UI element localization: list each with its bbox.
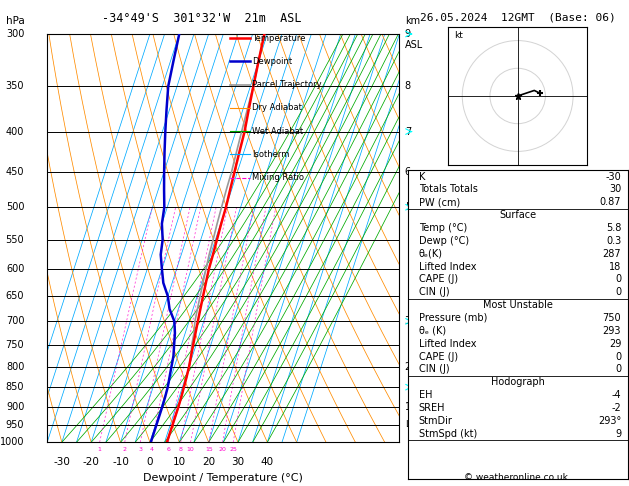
Text: Surface: Surface — [499, 210, 537, 220]
Text: 0: 0 — [147, 456, 153, 467]
Text: Temp (°C): Temp (°C) — [419, 223, 467, 233]
Text: StmSpd (kt): StmSpd (kt) — [419, 429, 477, 439]
Text: 7: 7 — [404, 126, 411, 137]
Text: SREH: SREH — [419, 403, 445, 413]
Text: 8: 8 — [179, 447, 182, 452]
Text: 26.05.2024  12GMT  (Base: 06): 26.05.2024 12GMT (Base: 06) — [420, 12, 616, 22]
Text: Temperature: Temperature — [252, 34, 306, 43]
Text: 9: 9 — [404, 29, 411, 39]
Text: Dewp (°C): Dewp (°C) — [419, 236, 469, 246]
Text: LCL: LCL — [404, 420, 421, 429]
Text: 29: 29 — [609, 339, 621, 348]
Text: Dewpoint: Dewpoint — [252, 57, 292, 66]
Text: 350: 350 — [6, 81, 25, 91]
Text: StmDir: StmDir — [419, 416, 452, 426]
Text: 1: 1 — [97, 447, 101, 452]
Text: 900: 900 — [6, 401, 25, 412]
Text: 6: 6 — [167, 447, 170, 452]
Text: 2: 2 — [404, 362, 411, 372]
Text: 0: 0 — [615, 364, 621, 374]
Text: Isotherm: Isotherm — [252, 150, 289, 159]
Text: CAPE (J): CAPE (J) — [419, 351, 458, 362]
Text: Lifted Index: Lifted Index — [419, 261, 476, 272]
Text: 4: 4 — [150, 447, 153, 452]
Text: 600: 600 — [6, 264, 25, 274]
Text: 15: 15 — [205, 447, 213, 452]
Text: 300: 300 — [6, 29, 25, 39]
Text: kt: kt — [454, 31, 463, 40]
Text: CIN (J): CIN (J) — [419, 364, 449, 374]
Text: 3: 3 — [404, 316, 411, 326]
Text: 450: 450 — [6, 167, 25, 176]
Text: hPa: hPa — [6, 16, 25, 26]
Text: 293: 293 — [603, 326, 621, 336]
Text: 10: 10 — [187, 447, 194, 452]
Text: -30: -30 — [53, 456, 70, 467]
Text: PW (cm): PW (cm) — [419, 197, 460, 207]
Text: Most Unstable: Most Unstable — [482, 300, 553, 310]
Text: 2: 2 — [123, 447, 126, 452]
Text: CIN (J): CIN (J) — [419, 287, 449, 297]
Text: 800: 800 — [6, 362, 25, 372]
Text: Mixing Ratio: Mixing Ratio — [252, 173, 304, 182]
Text: -2: -2 — [611, 403, 621, 413]
Text: 9: 9 — [615, 429, 621, 439]
Text: 500: 500 — [6, 202, 25, 212]
Text: 650: 650 — [6, 291, 25, 301]
Text: -10: -10 — [112, 456, 129, 467]
Text: 8: 8 — [404, 81, 411, 91]
Text: 0: 0 — [615, 275, 621, 284]
Text: © weatheronline.co.uk: © weatheronline.co.uk — [464, 473, 568, 482]
Text: 700: 700 — [6, 316, 25, 326]
Text: 287: 287 — [603, 249, 621, 259]
Text: 0.87: 0.87 — [599, 197, 621, 207]
Text: 25: 25 — [229, 447, 237, 452]
Text: Lifted Index: Lifted Index — [419, 339, 476, 348]
Text: 850: 850 — [6, 382, 25, 392]
Text: 0: 0 — [615, 351, 621, 362]
Text: 18: 18 — [609, 261, 621, 272]
Text: 1000: 1000 — [0, 437, 25, 447]
Text: EH: EH — [419, 390, 432, 400]
Text: 750: 750 — [603, 313, 621, 323]
Text: 30: 30 — [609, 184, 621, 194]
Text: Totals Totals: Totals Totals — [419, 184, 477, 194]
Text: Dewpoint / Temperature (°C): Dewpoint / Temperature (°C) — [143, 473, 303, 483]
Text: ASL: ASL — [404, 40, 423, 50]
Text: 20: 20 — [202, 456, 215, 467]
Text: 950: 950 — [6, 420, 25, 430]
Text: 293°: 293° — [598, 416, 621, 426]
Text: θₑ (K): θₑ (K) — [419, 326, 446, 336]
Text: -34°49'S  301°32'W  21m  ASL: -34°49'S 301°32'W 21m ASL — [101, 12, 301, 25]
Text: Pressure (mb): Pressure (mb) — [419, 313, 487, 323]
Text: 750: 750 — [6, 340, 25, 350]
Text: Mixing Ratio (g/kg): Mixing Ratio (g/kg) — [426, 195, 436, 281]
Text: -20: -20 — [83, 456, 99, 467]
Text: -30: -30 — [605, 172, 621, 182]
Text: Hodograph: Hodograph — [491, 377, 545, 387]
Text: K: K — [419, 172, 425, 182]
Text: 6: 6 — [404, 167, 411, 176]
Text: θₑ(K): θₑ(K) — [419, 249, 443, 259]
Text: -4: -4 — [611, 390, 621, 400]
Text: Dry Adiabat: Dry Adiabat — [252, 104, 302, 112]
Text: 5.8: 5.8 — [606, 223, 621, 233]
Text: 550: 550 — [6, 235, 25, 244]
Text: 0.3: 0.3 — [606, 236, 621, 246]
Text: 10: 10 — [173, 456, 186, 467]
Text: 1: 1 — [404, 401, 411, 412]
Text: Parcel Trajectory: Parcel Trajectory — [252, 80, 322, 89]
Text: 5: 5 — [404, 202, 411, 212]
Text: km: km — [404, 16, 420, 26]
Text: 20: 20 — [218, 447, 226, 452]
Text: CAPE (J): CAPE (J) — [419, 275, 458, 284]
Text: 30: 30 — [231, 456, 245, 467]
Text: 3: 3 — [138, 447, 142, 452]
Text: 40: 40 — [261, 456, 274, 467]
Text: 0: 0 — [615, 287, 621, 297]
Text: Wet Adiabat: Wet Adiabat — [252, 127, 303, 136]
Text: 400: 400 — [6, 126, 25, 137]
